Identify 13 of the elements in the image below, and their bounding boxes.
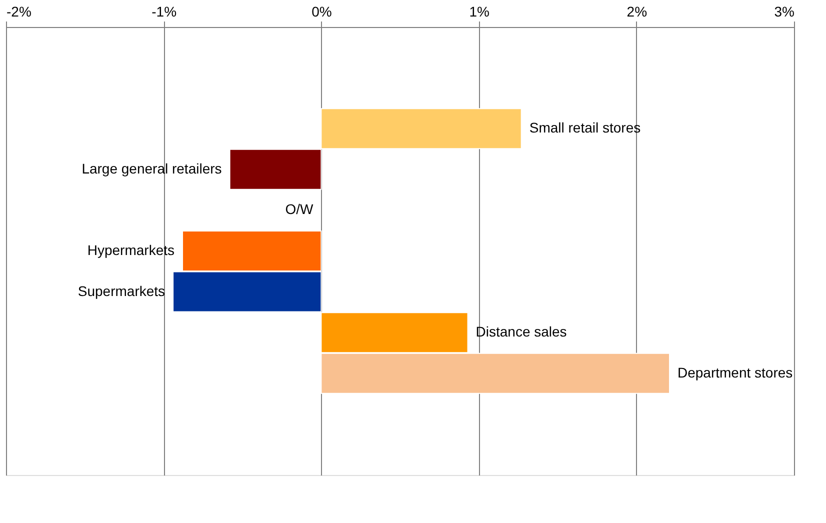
y-tick-label: Supermarkets — [78, 282, 166, 299]
y-tick-label: Large general retailers — [82, 160, 222, 176]
x-tick-label: 1% — [469, 4, 490, 20]
x-tick-label: 2% — [626, 4, 648, 20]
y-tick-label: Distance sales — [476, 324, 567, 340]
x-tick-label: -2% — [6, 4, 32, 20]
x-tick-label: 0% — [312, 4, 332, 20]
y-tick-label: O/W — [285, 201, 314, 218]
y-tick-label: Small retail stores — [529, 120, 641, 136]
x-tick-label: 3% — [774, 4, 794, 20]
y-tick-label: Department stores — [677, 364, 793, 380]
y-tick-label: Hypermarkets — [87, 242, 175, 258]
x-tick-label: -1% — [152, 4, 177, 20]
